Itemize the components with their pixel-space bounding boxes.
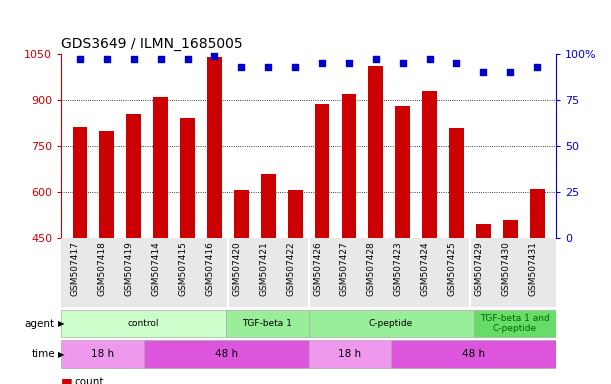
Text: GSM507422: GSM507422 (286, 242, 295, 296)
Bar (391, 341, 556, 368)
Bar (153, 97, 168, 238)
Text: GSM507417: GSM507417 (71, 242, 80, 296)
Bar (503, 220, 518, 238)
Bar (422, 91, 437, 238)
Bar (342, 94, 356, 238)
Text: GSM507425: GSM507425 (447, 242, 456, 296)
Point (398, 60, 408, 66)
Text: 18 h: 18 h (338, 349, 361, 359)
Bar (61, 310, 226, 338)
Point (236, 64, 246, 70)
Point (102, 56, 112, 62)
Bar (449, 128, 464, 238)
Point (478, 69, 488, 75)
Bar (315, 104, 329, 238)
Text: GSM507423: GSM507423 (393, 242, 403, 296)
Bar (180, 118, 195, 238)
Bar (226, 310, 309, 338)
Text: GSM507428: GSM507428 (367, 242, 376, 296)
Text: time: time (31, 349, 55, 359)
Text: TGF-beta 1 and
C-peptide: TGF-beta 1 and C-peptide (480, 314, 550, 333)
Point (183, 56, 192, 62)
Bar (309, 310, 474, 338)
Point (317, 60, 327, 66)
Bar (476, 224, 491, 238)
Text: ▶: ▶ (58, 319, 65, 328)
Point (75, 56, 85, 62)
Text: ▶: ▶ (58, 350, 65, 359)
Bar (474, 310, 556, 338)
Bar (61, 341, 144, 368)
Text: GSM507424: GSM507424 (420, 242, 430, 296)
Bar (126, 114, 141, 238)
Bar (309, 341, 391, 368)
Text: count: count (75, 377, 104, 384)
Text: GSM507430: GSM507430 (501, 242, 510, 296)
Point (425, 56, 434, 62)
Bar (234, 190, 249, 238)
Bar (73, 127, 87, 238)
Bar (288, 190, 302, 238)
Text: 18 h: 18 h (91, 349, 114, 359)
Point (371, 56, 381, 62)
Bar (207, 57, 222, 238)
Bar (144, 341, 309, 368)
Text: C-peptide: C-peptide (369, 319, 413, 328)
Bar (530, 189, 544, 238)
Text: GSM507420: GSM507420 (232, 242, 241, 296)
Bar (100, 131, 114, 238)
Text: GSM507416: GSM507416 (205, 242, 214, 296)
Text: 48 h: 48 h (462, 349, 485, 359)
Text: GSM507418: GSM507418 (98, 242, 107, 296)
Text: GSM507427: GSM507427 (340, 242, 349, 296)
Bar (261, 174, 276, 238)
Text: GSM507426: GSM507426 (313, 242, 322, 296)
Bar (368, 66, 383, 238)
Point (505, 69, 515, 75)
Text: agent: agent (25, 318, 55, 329)
Text: 48 h: 48 h (214, 349, 238, 359)
Text: GSM507414: GSM507414 (152, 242, 161, 296)
Bar (395, 106, 410, 238)
Text: GSM507419: GSM507419 (125, 242, 134, 296)
Text: GSM507415: GSM507415 (178, 242, 188, 296)
Text: GSM507421: GSM507421 (259, 242, 268, 296)
Text: GSM507429: GSM507429 (474, 242, 483, 296)
Point (129, 56, 139, 62)
Point (156, 56, 166, 62)
Text: TGF-beta 1: TGF-beta 1 (243, 319, 292, 328)
Point (452, 60, 461, 66)
Text: GDS3649 / ILMN_1685005: GDS3649 / ILMN_1685005 (61, 37, 243, 51)
Point (290, 64, 300, 70)
Point (210, 53, 219, 59)
Point (532, 64, 542, 70)
Point (263, 64, 273, 70)
Point (344, 60, 354, 66)
Text: GSM507431: GSM507431 (528, 242, 537, 296)
Text: ■: ■ (61, 376, 73, 384)
Text: control: control (128, 319, 159, 328)
